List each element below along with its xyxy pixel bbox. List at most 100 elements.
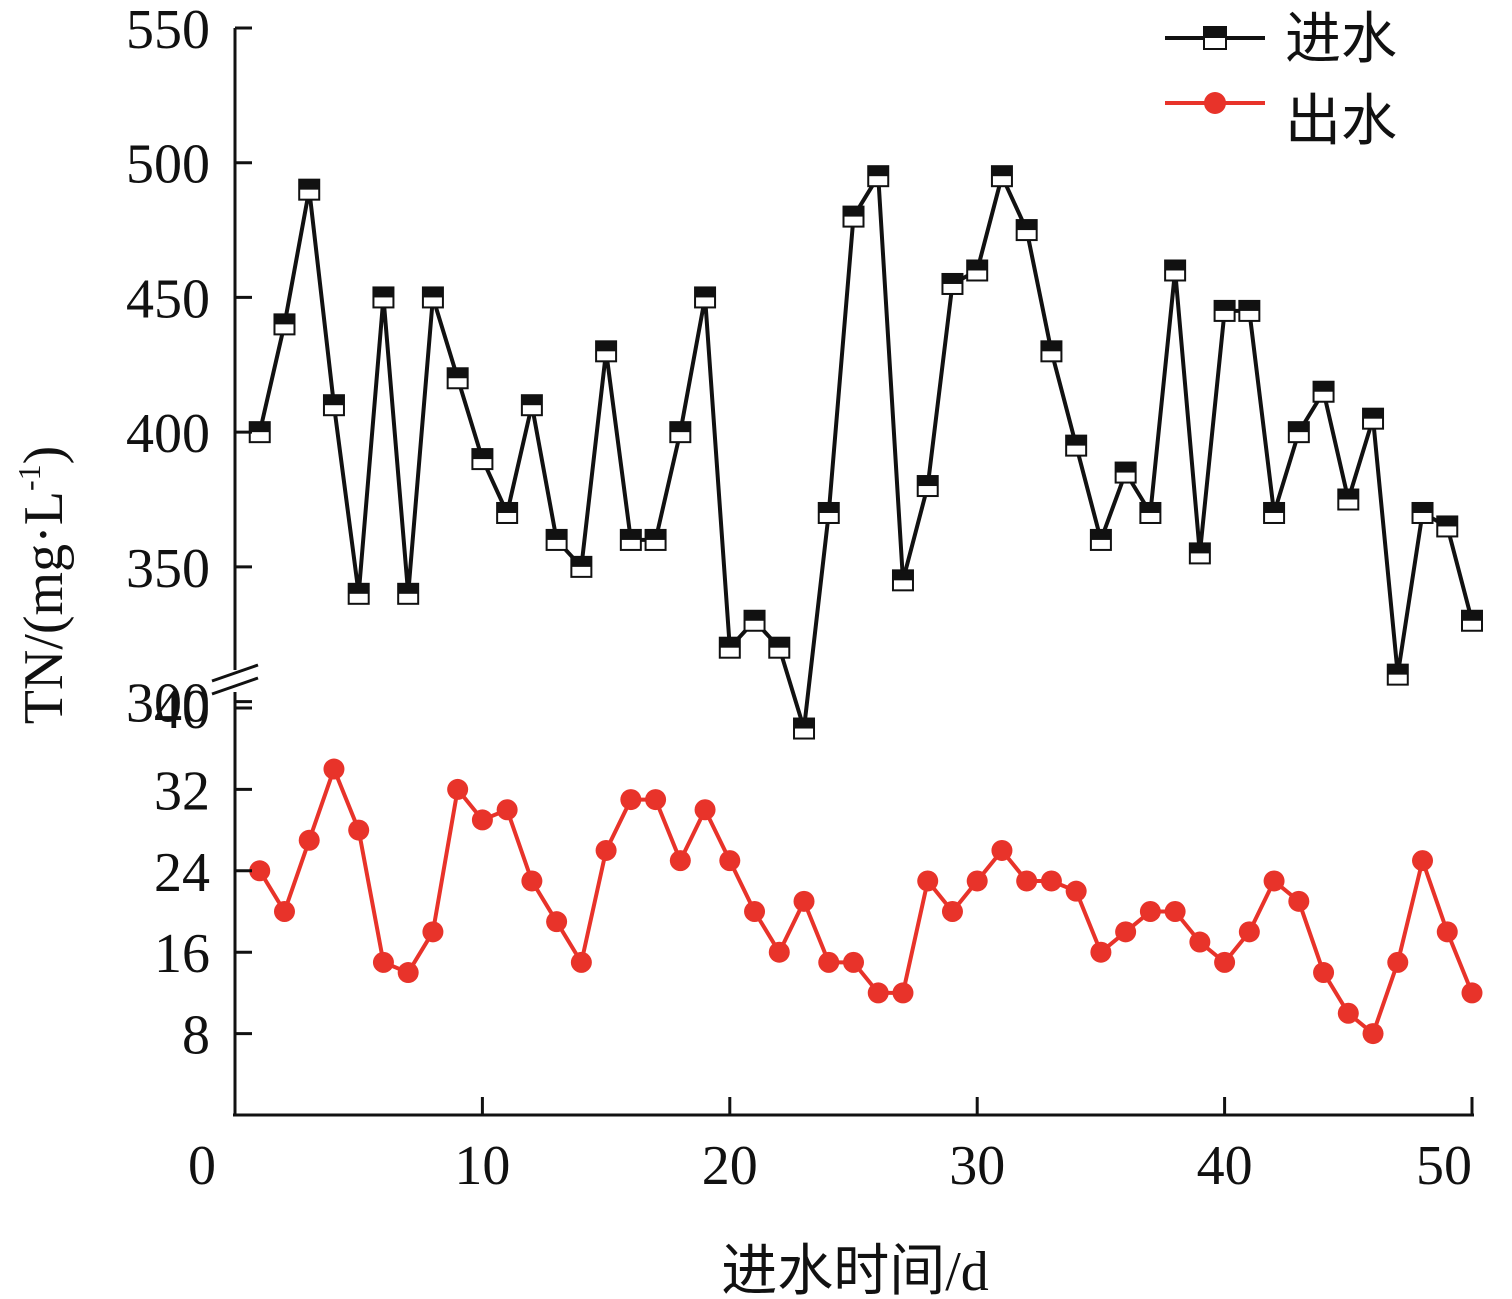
data-point-outflow: [892, 982, 914, 1004]
data-point-inflow: [1238, 299, 1261, 322]
data-point-inflow: [1263, 501, 1286, 524]
data-point-inflow: [891, 569, 914, 592]
data-point-outflow: [719, 850, 741, 872]
x-tick-label: 0: [188, 1135, 216, 1197]
data-point-outflow: [1461, 982, 1483, 1004]
data-point-inflow: [916, 475, 939, 498]
data-point-outflow: [694, 799, 716, 821]
data-point-inflow: [793, 717, 816, 740]
y-tick-label: 32: [154, 760, 210, 822]
y-tick-label: 450: [126, 268, 210, 330]
data-point-outflow: [521, 870, 543, 892]
y-axis-label-main: TN/(mg·L: [13, 491, 75, 724]
y-tick-label: 500: [126, 134, 210, 196]
y-tick-label: 8: [182, 1005, 210, 1067]
data-point-inflow: [446, 367, 469, 390]
data-point-outflow: [941, 901, 963, 922]
data-point-inflow: [619, 528, 642, 551]
y-tick-label: 40: [154, 679, 210, 741]
data-point-inflow: [817, 501, 840, 524]
data-point-inflow: [397, 582, 420, 605]
data-point-inflow: [595, 340, 618, 363]
data-point-inflow: [743, 609, 766, 632]
data-point-inflow: [248, 421, 271, 444]
y-tick-label: 16: [154, 923, 210, 985]
data-point-inflow: [1065, 434, 1088, 457]
data-point-inflow: [694, 286, 717, 309]
data-point-inflow: [1362, 407, 1385, 430]
data-point-inflow: [273, 313, 296, 336]
data-point-outflow: [1238, 921, 1260, 943]
data-point-inflow: [471, 448, 494, 471]
y-tick-label: 24: [154, 842, 210, 904]
data-point-outflow: [867, 982, 889, 1004]
data-point-inflow: [421, 286, 444, 309]
data-point-outflow: [1040, 870, 1062, 892]
data-point-inflow: [867, 165, 890, 188]
data-point-inflow: [1436, 515, 1459, 538]
data-point-outflow: [744, 901, 766, 922]
data-point-inflow: [1337, 488, 1360, 511]
data-point-inflow: [1411, 501, 1434, 524]
x-tick-label: 50: [1416, 1135, 1472, 1197]
data-point-outflow: [1412, 850, 1434, 872]
y-tick-label: 300: [126, 673, 210, 735]
data-point-inflow: [1312, 380, 1335, 403]
data-point-outflow: [273, 901, 295, 922]
legend-item-outflow: 出水: [1165, 91, 1397, 153]
data-point-outflow: [1016, 870, 1038, 892]
data-point-outflow: [1065, 880, 1087, 902]
data-point-outflow: [1362, 1023, 1384, 1045]
y-axis-label: TN/(mg·L-1): [11, 446, 75, 725]
data-point-inflow: [669, 421, 692, 444]
data-point-outflow: [620, 789, 642, 811]
data-point-outflow: [669, 850, 691, 872]
data-point-outflow: [471, 809, 493, 831]
legend-marker-circle: [1204, 92, 1226, 114]
data-point-inflow: [298, 178, 321, 201]
data-point-outflow: [1139, 901, 1161, 922]
data-point-inflow: [644, 528, 667, 551]
data-point-inflow: [1114, 461, 1137, 484]
data-point-inflow: [372, 286, 395, 309]
y-tick-label: 400: [126, 403, 210, 465]
series-line-0: [257, 174, 1474, 731]
data-point-inflow: [842, 205, 865, 228]
data-point-outflow: [1189, 931, 1211, 953]
x-tick-label: 30: [949, 1135, 1005, 1197]
data-point-outflow: [348, 819, 370, 841]
data-point-outflow: [1288, 890, 1310, 912]
data-point-outflow: [372, 951, 394, 973]
data-point-outflow: [1313, 962, 1335, 984]
data-point-outflow: [1263, 870, 1285, 892]
data-point-outflow: [546, 911, 568, 933]
data-point-inflow: [347, 582, 370, 605]
legend: 进水 出水: [1165, 9, 1397, 153]
data-point-inflow: [1213, 299, 1236, 322]
data-point-inflow: [496, 501, 519, 524]
data-point-inflow: [941, 272, 964, 295]
data-point-inflow: [1040, 340, 1063, 363]
data-point-outflow: [1164, 901, 1186, 922]
x-tick-label: 40: [1197, 1135, 1253, 1197]
data-point-inflow: [1015, 219, 1038, 242]
y-ticks-upper: 300 350 400 450 500 550: [126, 0, 252, 735]
data-point-outflow: [1387, 951, 1409, 973]
data-point-outflow: [422, 921, 444, 943]
data-point-inflow: [718, 636, 741, 659]
markers-layer: [248, 165, 1483, 1045]
data-point-inflow: [1089, 528, 1112, 551]
data-point-outflow: [447, 778, 469, 800]
data-point-outflow: [1337, 1002, 1359, 1024]
data-point-outflow: [645, 789, 667, 811]
y-axis-label-close: ): [13, 446, 75, 465]
legend-label-outflow: 出水: [1285, 91, 1397, 153]
data-point-outflow: [1115, 921, 1137, 943]
y-ticks-lower: 8 16 24 32 40: [154, 679, 252, 1067]
x-tick-label: 20: [702, 1135, 758, 1197]
data-point-inflow: [768, 636, 791, 659]
data-point-inflow: [570, 555, 593, 578]
data-point-outflow: [966, 870, 988, 892]
data-point-outflow: [818, 951, 840, 973]
